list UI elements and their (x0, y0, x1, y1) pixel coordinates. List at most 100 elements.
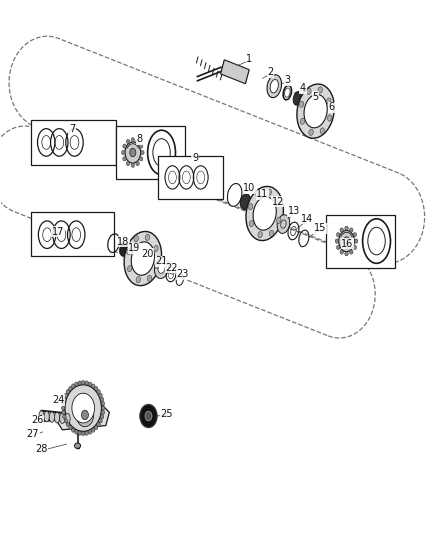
Ellipse shape (92, 428, 95, 432)
Ellipse shape (66, 422, 70, 426)
Ellipse shape (54, 413, 60, 423)
Text: 4: 4 (300, 83, 306, 93)
Ellipse shape (147, 275, 152, 281)
Text: 6: 6 (328, 102, 334, 112)
Ellipse shape (65, 414, 70, 424)
Ellipse shape (267, 189, 272, 196)
Ellipse shape (76, 403, 94, 426)
Ellipse shape (99, 393, 102, 398)
Ellipse shape (124, 231, 162, 286)
Ellipse shape (88, 430, 92, 434)
Ellipse shape (44, 411, 49, 422)
Ellipse shape (336, 245, 340, 249)
Ellipse shape (72, 393, 95, 423)
Ellipse shape (345, 226, 348, 230)
Text: 10: 10 (244, 183, 256, 193)
Text: 27: 27 (26, 429, 39, 439)
Text: 11: 11 (256, 189, 268, 199)
Text: 17: 17 (52, 227, 64, 237)
Ellipse shape (134, 236, 138, 242)
Text: 9: 9 (192, 153, 198, 163)
Ellipse shape (101, 401, 105, 406)
Text: 26: 26 (31, 415, 43, 425)
Ellipse shape (121, 150, 125, 155)
Ellipse shape (240, 194, 251, 209)
Text: 2: 2 (267, 68, 273, 77)
Ellipse shape (256, 190, 260, 197)
Ellipse shape (353, 245, 357, 249)
Ellipse shape (66, 390, 70, 394)
Ellipse shape (127, 248, 131, 255)
Ellipse shape (71, 384, 75, 388)
Ellipse shape (131, 138, 134, 142)
Ellipse shape (304, 94, 327, 128)
Ellipse shape (85, 431, 88, 435)
Ellipse shape (71, 428, 75, 432)
Ellipse shape (336, 232, 340, 237)
Ellipse shape (277, 215, 290, 233)
Ellipse shape (140, 405, 157, 427)
Text: 19: 19 (128, 244, 141, 254)
Ellipse shape (65, 385, 102, 431)
Ellipse shape (340, 250, 343, 254)
Text: 13: 13 (288, 206, 300, 216)
Bar (31, 119, 116, 165)
Ellipse shape (270, 79, 279, 93)
Bar (325, 215, 395, 268)
Ellipse shape (340, 228, 343, 232)
Ellipse shape (62, 401, 65, 406)
Ellipse shape (102, 406, 105, 410)
Text: 21: 21 (155, 256, 168, 266)
Ellipse shape (92, 384, 95, 388)
Text: 25: 25 (160, 409, 173, 419)
Ellipse shape (276, 217, 281, 223)
Ellipse shape (81, 410, 88, 419)
Ellipse shape (123, 144, 126, 148)
Ellipse shape (136, 139, 139, 143)
Bar (116, 126, 185, 179)
Ellipse shape (249, 221, 254, 227)
Ellipse shape (353, 232, 357, 237)
Ellipse shape (49, 412, 54, 422)
Ellipse shape (131, 163, 134, 167)
Ellipse shape (81, 381, 85, 385)
Ellipse shape (61, 406, 65, 410)
Ellipse shape (120, 243, 129, 256)
Ellipse shape (78, 431, 81, 435)
Text: 14: 14 (301, 214, 313, 224)
Ellipse shape (69, 386, 72, 391)
Ellipse shape (69, 425, 72, 430)
Ellipse shape (253, 197, 276, 230)
Ellipse shape (276, 200, 280, 206)
Bar (158, 156, 223, 199)
Ellipse shape (267, 75, 282, 98)
Ellipse shape (309, 129, 313, 135)
Ellipse shape (97, 422, 100, 426)
Ellipse shape (94, 386, 98, 391)
Ellipse shape (299, 101, 304, 107)
Text: 28: 28 (35, 445, 48, 455)
Ellipse shape (246, 187, 283, 240)
Ellipse shape (64, 393, 67, 398)
Ellipse shape (227, 183, 242, 206)
Ellipse shape (60, 413, 65, 423)
Ellipse shape (335, 239, 339, 243)
Ellipse shape (145, 234, 150, 240)
Ellipse shape (345, 252, 348, 256)
Ellipse shape (350, 228, 353, 232)
Ellipse shape (74, 430, 78, 434)
Ellipse shape (101, 410, 105, 415)
Ellipse shape (63, 415, 66, 419)
Text: 1: 1 (247, 54, 253, 63)
Ellipse shape (327, 98, 331, 104)
Ellipse shape (62, 410, 65, 415)
Text: 7: 7 (69, 124, 75, 134)
Ellipse shape (81, 431, 85, 435)
Ellipse shape (139, 144, 143, 148)
Ellipse shape (307, 88, 311, 94)
Ellipse shape (94, 425, 98, 430)
Text: 23: 23 (176, 269, 189, 279)
Ellipse shape (141, 150, 144, 155)
Polygon shape (221, 60, 249, 84)
Ellipse shape (343, 237, 350, 245)
